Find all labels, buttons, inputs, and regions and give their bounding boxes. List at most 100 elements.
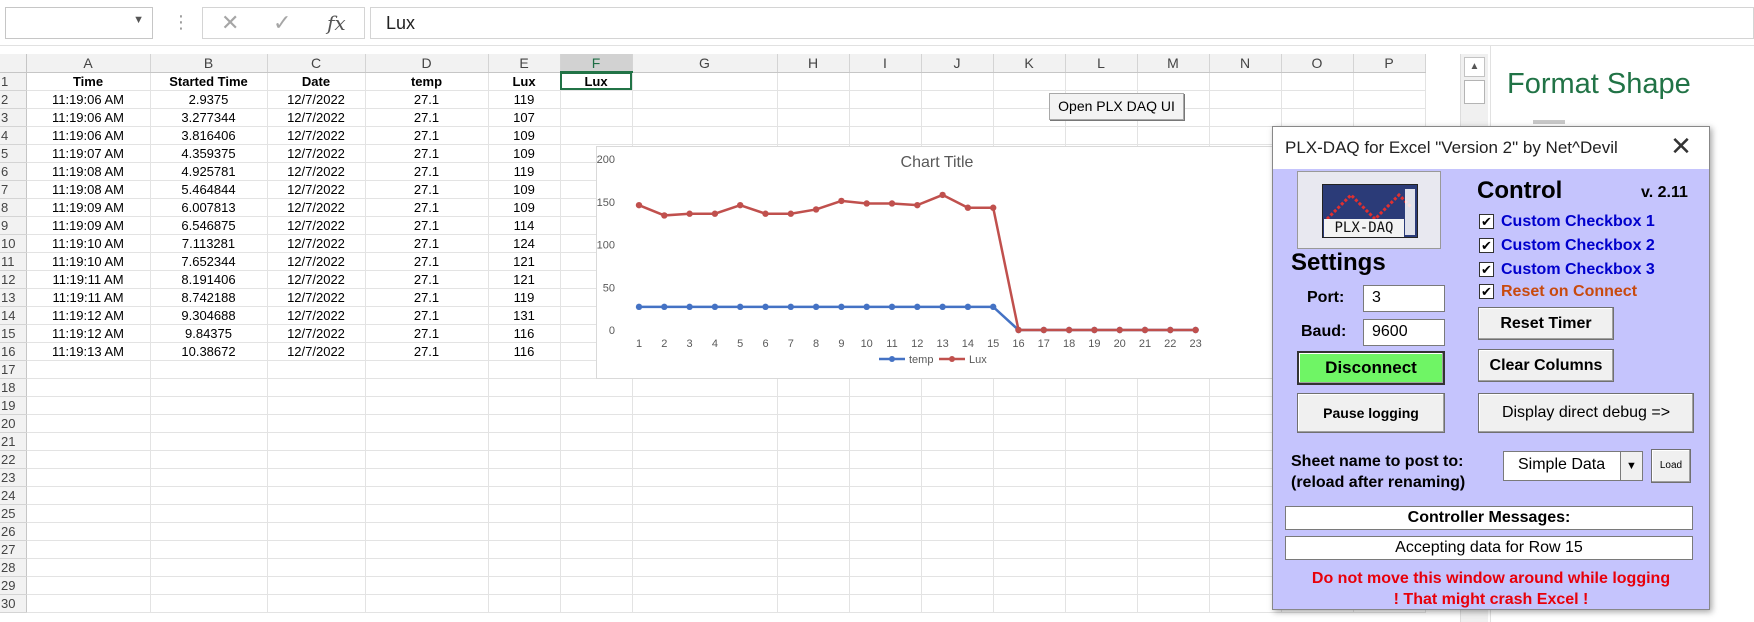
cell[interactable] bbox=[1065, 450, 1138, 469]
data-point[interactable] bbox=[812, 206, 820, 213]
cell[interactable] bbox=[267, 378, 366, 397]
cell[interactable]: 12/7/2022 bbox=[267, 270, 366, 289]
cell[interactable] bbox=[921, 594, 994, 613]
cell[interactable] bbox=[267, 396, 366, 415]
cell[interactable]: 109 bbox=[488, 144, 561, 163]
cell[interactable]: Started Time bbox=[150, 72, 268, 91]
cell[interactable] bbox=[150, 540, 268, 559]
cell[interactable] bbox=[1137, 72, 1210, 91]
column-header[interactable]: F bbox=[560, 54, 633, 73]
cell[interactable] bbox=[560, 558, 633, 577]
cell[interactable] bbox=[632, 414, 778, 433]
cell[interactable] bbox=[1137, 522, 1210, 541]
cell[interactable]: Time bbox=[26, 72, 151, 91]
cell[interactable] bbox=[26, 594, 151, 613]
cell[interactable] bbox=[777, 108, 850, 127]
row-header[interactable]: 13 bbox=[0, 288, 27, 307]
cell[interactable] bbox=[150, 558, 268, 577]
cell[interactable] bbox=[632, 540, 778, 559]
cell[interactable] bbox=[365, 414, 489, 433]
cell[interactable] bbox=[267, 450, 366, 469]
row-header[interactable]: 10 bbox=[0, 234, 27, 253]
checkbox-check-icon[interactable]: ✔ bbox=[1479, 238, 1494, 253]
data-point[interactable] bbox=[635, 303, 643, 311]
pause-logging-button[interactable]: Pause logging bbox=[1297, 393, 1445, 433]
row-header[interactable]: 21 bbox=[0, 432, 27, 451]
column-header[interactable]: K bbox=[993, 54, 1066, 73]
cell[interactable] bbox=[150, 396, 268, 415]
cell[interactable] bbox=[267, 522, 366, 541]
display-debug-button[interactable]: Display direct debug => bbox=[1478, 393, 1694, 433]
cell[interactable] bbox=[1353, 108, 1426, 127]
column-header[interactable]: N bbox=[1209, 54, 1282, 73]
cell[interactable]: 6.546875 bbox=[150, 216, 268, 235]
cell[interactable]: 4.925781 bbox=[150, 162, 268, 181]
cell[interactable] bbox=[1209, 108, 1282, 127]
cell[interactable]: 4.359375 bbox=[150, 144, 268, 163]
cell[interactable]: temp bbox=[365, 72, 489, 91]
cell[interactable]: 27.1 bbox=[365, 270, 489, 289]
data-point[interactable] bbox=[1091, 326, 1098, 334]
cell[interactable]: 114 bbox=[488, 216, 561, 235]
cell[interactable] bbox=[1209, 540, 1282, 559]
cell[interactable] bbox=[632, 504, 778, 523]
cell[interactable]: 27.1 bbox=[365, 234, 489, 253]
cell[interactable] bbox=[488, 432, 561, 451]
cell[interactable] bbox=[777, 540, 850, 559]
cell[interactable] bbox=[632, 108, 778, 127]
cell[interactable] bbox=[365, 360, 489, 379]
cell[interactable] bbox=[849, 576, 922, 595]
cell[interactable] bbox=[993, 126, 1066, 145]
data-point[interactable] bbox=[964, 303, 972, 311]
cell[interactable] bbox=[921, 396, 994, 415]
row-header[interactable]: 15 bbox=[0, 324, 27, 343]
data-point[interactable] bbox=[1065, 326, 1073, 334]
formula-input[interactable]: Lux bbox=[370, 7, 1754, 39]
cell[interactable]: 11:19:06 AM bbox=[26, 90, 151, 109]
cell[interactable]: 121 bbox=[488, 270, 561, 289]
row-header[interactable]: 29 bbox=[0, 576, 27, 595]
cell[interactable]: 3.277344 bbox=[150, 108, 268, 127]
cell[interactable] bbox=[632, 522, 778, 541]
data-point[interactable] bbox=[1040, 326, 1047, 334]
cell[interactable]: 27.1 bbox=[365, 306, 489, 325]
cell[interactable] bbox=[777, 558, 850, 577]
cell[interactable]: 9.304688 bbox=[150, 306, 268, 325]
cell[interactable]: 12/7/2022 bbox=[267, 306, 366, 325]
cell[interactable]: 11:19:06 AM bbox=[26, 108, 151, 127]
cell[interactable] bbox=[993, 558, 1066, 577]
cell[interactable] bbox=[1137, 414, 1210, 433]
data-point[interactable] bbox=[787, 210, 794, 217]
cell[interactable] bbox=[560, 126, 633, 145]
cell[interactable]: 11:19:10 AM bbox=[26, 252, 151, 271]
cell[interactable]: 27.1 bbox=[365, 180, 489, 199]
cell[interactable] bbox=[1281, 72, 1354, 91]
cell[interactable] bbox=[1137, 504, 1210, 523]
cell[interactable] bbox=[921, 558, 994, 577]
cell[interactable]: 11:19:09 AM bbox=[26, 198, 151, 217]
cell[interactable] bbox=[777, 90, 850, 109]
cell[interactable] bbox=[993, 468, 1066, 487]
cell[interactable] bbox=[150, 576, 268, 595]
cell[interactable] bbox=[849, 432, 922, 451]
column-header[interactable]: P bbox=[1353, 54, 1426, 73]
cell[interactable]: 119 bbox=[488, 90, 561, 109]
cell[interactable] bbox=[632, 126, 778, 145]
row-header[interactable]: 27 bbox=[0, 540, 27, 559]
data-point[interactable] bbox=[1167, 326, 1174, 334]
cell[interactable] bbox=[26, 378, 151, 397]
cell[interactable] bbox=[1281, 108, 1354, 127]
cell[interactable] bbox=[993, 432, 1066, 451]
data-point[interactable] bbox=[635, 201, 643, 209]
cell[interactable]: 11:19:11 AM bbox=[26, 270, 151, 289]
cell[interactable] bbox=[1353, 72, 1426, 91]
cell[interactable] bbox=[1353, 90, 1426, 109]
cell[interactable] bbox=[365, 504, 489, 523]
checkbox-check-icon[interactable]: ✔ bbox=[1479, 262, 1494, 277]
cell[interactable]: 11:19:06 AM bbox=[26, 126, 151, 145]
cell[interactable] bbox=[993, 414, 1066, 433]
row-header[interactable]: 8 bbox=[0, 198, 27, 217]
cell[interactable]: 116 bbox=[488, 324, 561, 343]
cell[interactable] bbox=[777, 576, 850, 595]
cell[interactable] bbox=[267, 360, 366, 379]
